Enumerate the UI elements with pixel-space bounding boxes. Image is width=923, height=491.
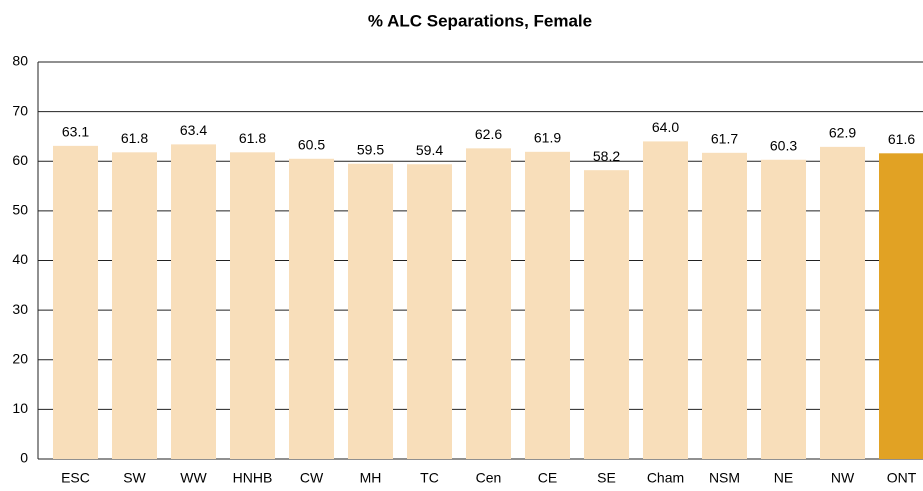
value-label: 60.5 [298,136,325,152]
bar [643,141,688,459]
bar [289,158,334,460]
y-tick-label: 0 [20,450,28,466]
bar [525,151,570,460]
bar [466,148,511,459]
x-tick-label: TC [420,470,439,486]
x-tick-label: CW [300,470,324,486]
x-tick-label: Cen [476,470,502,486]
y-tick-label: 70 [12,102,28,118]
bar [879,153,923,459]
bar [407,164,452,460]
value-label: 61.8 [239,130,266,146]
value-label: 62.9 [829,125,856,141]
bar [230,152,275,459]
x-tick-label: SW [123,470,146,486]
value-label: 59.4 [416,142,443,158]
x-tick-label: Cham [647,470,684,486]
bar [761,159,806,460]
y-tick-label: 50 [12,202,28,218]
bar [820,146,865,459]
x-tick-label: ESC [61,470,90,486]
y-tick-label: 10 [12,400,28,416]
value-label: 61.6 [888,131,915,147]
value-label: 61.9 [534,130,561,146]
y-tick-label: 80 [12,53,28,69]
bar [348,163,393,459]
value-label: 58.2 [593,148,620,164]
bar [171,144,216,459]
value-label: 64.0 [652,119,679,135]
x-tick-label: HNHB [233,470,273,486]
bar [112,152,157,459]
chart-title: % ALC Separations, Female [368,11,592,30]
value-label: 59.5 [357,141,384,157]
value-label: 63.1 [62,124,89,140]
bar [584,170,629,459]
y-tick-label: 20 [12,350,28,366]
bar [53,145,98,459]
x-tick-label: NSM [709,470,740,486]
value-label: 62.6 [475,126,502,142]
value-label: 63.4 [180,122,207,138]
x-tick-label: WW [180,470,207,486]
y-tick-label: 30 [12,301,28,317]
x-tick-label: SE [597,470,616,486]
y-tick-label: 40 [12,251,28,267]
value-label: 60.3 [770,137,797,153]
x-tick-label: MH [360,470,382,486]
x-tick-label: CE [538,470,557,486]
value-label: 61.8 [121,130,148,146]
value-label: 61.7 [711,131,738,147]
y-tick-label: 60 [12,152,28,168]
x-tick-label: ONT [887,470,917,486]
x-tick-label: NE [774,470,793,486]
bar [702,152,747,459]
x-tick-label: NW [831,470,855,486]
